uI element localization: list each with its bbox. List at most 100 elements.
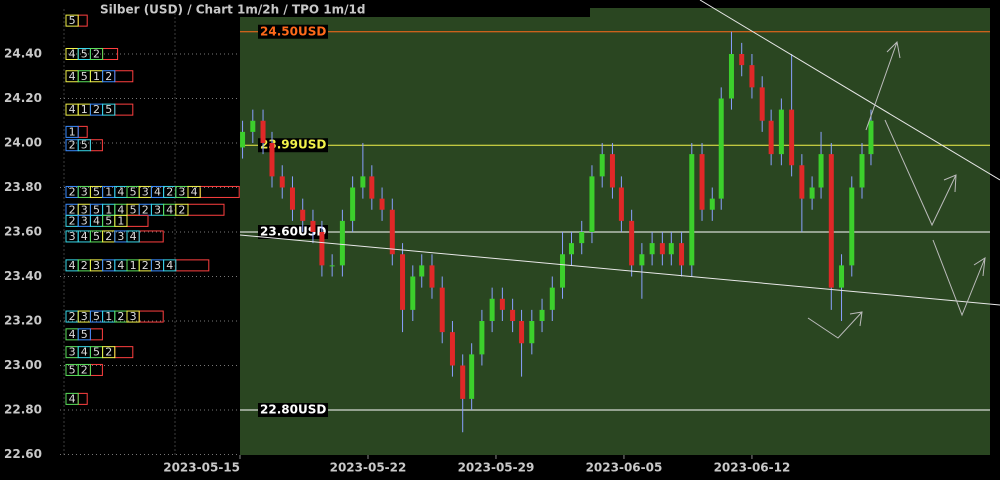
tpo-letter: 4 xyxy=(166,259,173,272)
level-label: 22.80USD xyxy=(260,403,326,417)
candle-body xyxy=(339,220,345,266)
candle-body xyxy=(410,276,416,310)
tpo-cell xyxy=(126,230,140,243)
candle-body xyxy=(679,243,685,266)
level-label-bg xyxy=(258,403,328,417)
tpo-letter: 1 xyxy=(117,214,124,227)
tpo-profile-bar xyxy=(77,125,88,138)
tpo-cell xyxy=(114,214,128,227)
tpo-letter: 5 xyxy=(130,203,137,216)
candle-body xyxy=(599,154,605,177)
tpo-cell xyxy=(89,48,104,60)
candle-body xyxy=(728,54,734,99)
tpo-profile-bar xyxy=(199,185,240,198)
tpo-letter: 3 xyxy=(81,203,88,216)
tpo-cell xyxy=(102,70,116,83)
tpo-letter: 3 xyxy=(81,310,88,323)
tpo-letter: 4 xyxy=(69,259,76,272)
arrow-sketch xyxy=(807,40,986,339)
candle-body xyxy=(429,265,435,288)
tpo-letter: 5 xyxy=(93,346,100,359)
candle-body xyxy=(629,220,635,266)
candle-body xyxy=(240,131,246,148)
tpo-letter: 1 xyxy=(105,185,112,198)
tpo-letter: 3 xyxy=(178,185,185,198)
y-tick-label: 24.00 xyxy=(4,136,42,150)
candle-body xyxy=(419,265,425,277)
tpo-letter: 5 xyxy=(81,328,88,341)
candle-body xyxy=(818,154,824,188)
tpo-profile-bar xyxy=(126,214,149,227)
tpo-letter: 2 xyxy=(178,203,185,216)
plot-area: 24.50USD 23.99USD 23.60USD 22.80USD xyxy=(240,24,990,433)
candle-body xyxy=(649,243,655,255)
tpo-profile-bar xyxy=(138,230,164,243)
candle-body xyxy=(279,176,285,188)
tpo-profile-bar xyxy=(114,70,134,83)
tpo-letter: 4 xyxy=(69,328,76,341)
trend-line xyxy=(239,234,1000,306)
tpo-letter: 5 xyxy=(93,310,100,323)
y-tick-label: 23.20 xyxy=(4,314,42,328)
x-tick-label: 2023-06-12 xyxy=(714,461,791,475)
tpo-letter: 5 xyxy=(69,363,76,376)
tpo-letter: 2 xyxy=(69,310,76,323)
candle-body xyxy=(639,254,645,266)
candle-body xyxy=(250,120,256,132)
tpo-letter: 3 xyxy=(69,230,76,243)
tpo-letter: 1 xyxy=(81,103,88,116)
tpo-letter: 2 xyxy=(81,259,88,272)
tpo-letter: 1 xyxy=(130,259,137,272)
candle-body xyxy=(449,332,455,366)
tpo-letter: 4 xyxy=(117,259,124,272)
y-tick-label: 22.60 xyxy=(4,447,42,461)
tpo-letter: 4 xyxy=(93,214,100,227)
candle-body xyxy=(689,154,695,266)
tpo-letter: 3 xyxy=(142,185,149,198)
tpo-profile-bar xyxy=(89,139,103,152)
tpo-letter: 2 xyxy=(81,363,88,376)
candle-body xyxy=(589,176,595,232)
candle-body xyxy=(749,65,755,88)
tpo-letter: 4 xyxy=(81,230,88,243)
tpo-letter: 5 xyxy=(105,103,112,116)
tpo-letter: 2 xyxy=(93,103,100,116)
candle-body xyxy=(269,143,275,177)
y-tick-label: 24.20 xyxy=(4,91,42,105)
candle-body xyxy=(568,243,574,255)
tpo-letter: 5 xyxy=(81,70,88,83)
tpo-profile-bar xyxy=(77,392,88,405)
x-tick-label: 2023-05-22 xyxy=(330,461,407,475)
tpo-letter: 3 xyxy=(105,259,112,272)
tpo-letter: 1 xyxy=(69,125,76,138)
tpo-cell xyxy=(77,328,91,341)
tpo-letter: 5 xyxy=(81,139,88,152)
candle-body xyxy=(460,365,466,399)
candle-body xyxy=(260,120,266,143)
candle-body xyxy=(319,232,325,266)
tpo-letter: 2 xyxy=(105,230,112,243)
candle-body xyxy=(618,187,624,221)
tpo-cell xyxy=(77,363,91,376)
tpo-letter: 3 xyxy=(154,203,161,216)
tpo-letter: 2 xyxy=(105,70,112,83)
candle-body xyxy=(759,87,765,121)
tpo-cell xyxy=(65,392,79,405)
candle-body xyxy=(369,176,375,199)
tpo-letter: 2 xyxy=(69,203,76,216)
tpo-letter: 3 xyxy=(81,185,88,198)
candle-body xyxy=(789,109,795,166)
candle-body xyxy=(659,243,665,255)
chart-title: Silber (USD) / Chart 1m/2h / TPO 1m/1d xyxy=(100,3,365,17)
tpo-letter: 4 xyxy=(117,203,124,216)
tpo-letter: 1 xyxy=(93,70,100,83)
tpo-letter: 3 xyxy=(81,214,88,227)
tpo-letter: 2 xyxy=(142,203,149,216)
tpo-letter: 3 xyxy=(154,259,161,272)
candle-body xyxy=(360,176,366,188)
candle-body xyxy=(389,209,395,255)
tpo-profile-bar xyxy=(138,310,164,323)
y-tick-label: 23.80 xyxy=(4,180,42,194)
tpo-letter: 2 xyxy=(69,185,76,198)
